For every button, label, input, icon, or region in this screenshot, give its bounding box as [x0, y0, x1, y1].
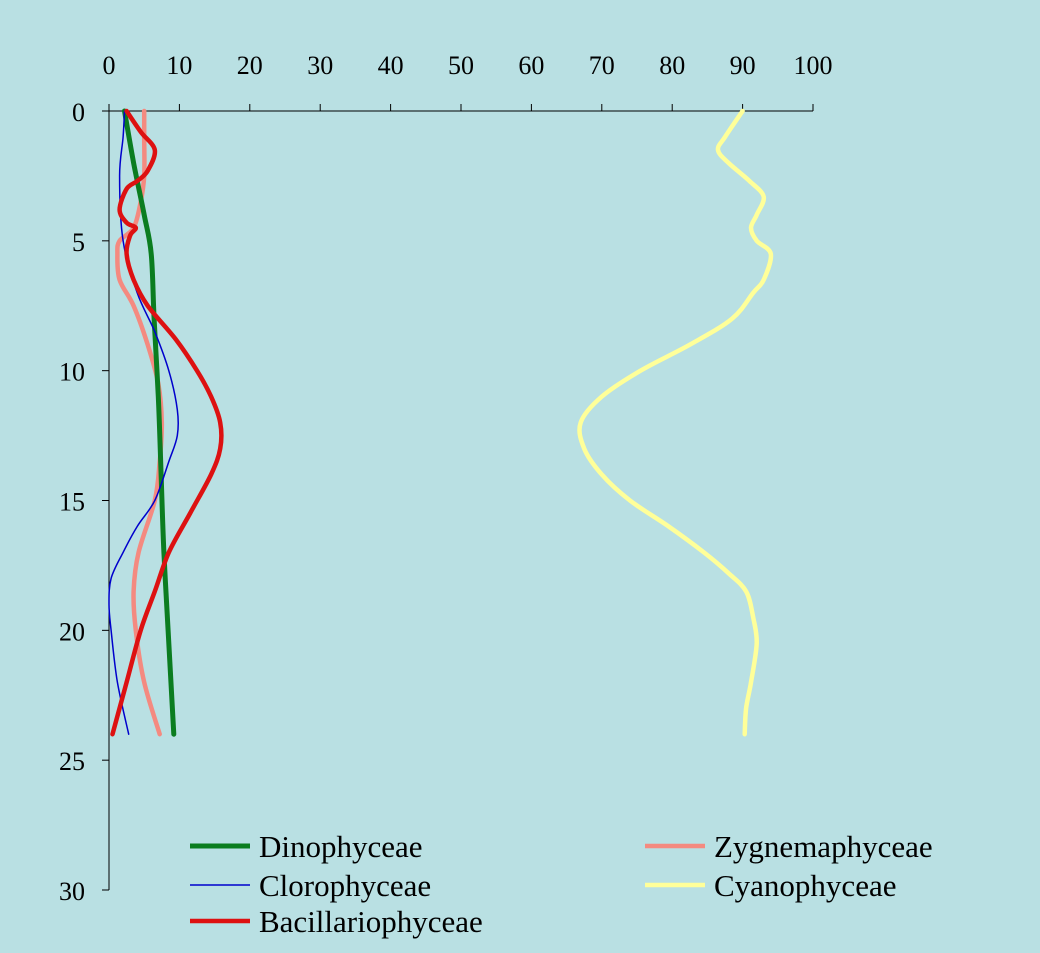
series-line-dinophyceae [122, 108, 177, 737]
legend-label-dinophyceae: Dinophyceae [259, 829, 423, 864]
x-tick-label: 100 [794, 51, 833, 80]
x-tick-label: 60 [518, 51, 544, 80]
y-tick-label: 15 [59, 488, 85, 517]
y-tick-label: 30 [59, 877, 85, 906]
x-tick-label: 70 [589, 51, 615, 80]
x-tick-label: 10 [166, 51, 192, 80]
legend: Dinophyceae ClorophyceaeBacillariophyceae… [190, 829, 933, 939]
series-layer [108, 108, 774, 737]
legend-label-clorophyceae: Clorophyceae [259, 868, 431, 903]
x-tick-label: 80 [659, 51, 685, 80]
x-tick-label: 20 [237, 51, 263, 80]
axes: 0 10 20 30 40 50 60 70 80 90 100 0 5 10 15 20 25 30 [59, 51, 833, 906]
x-tick-label: 90 [730, 51, 756, 80]
y-tick-label: 20 [59, 617, 85, 646]
y-tick-label: 0 [72, 98, 85, 127]
x-tick-label: 0 [103, 51, 116, 80]
x-tick-label: 30 [307, 51, 333, 80]
legend-label-bacillariophyceae: Bacillariophyceae [259, 904, 483, 939]
series-line-cyanophyceae [577, 108, 774, 737]
x-tick-label: 50 [448, 51, 474, 80]
series-line-bacillariophyceae [110, 108, 224, 737]
x-tick-label: 40 [378, 51, 404, 80]
series-line-clorophyceae [108, 110, 180, 735]
y-tick-label: 25 [59, 747, 85, 776]
y-tick-label: 5 [72, 228, 85, 257]
legend-label-cyanophyceae: Cyanophyceae [714, 868, 896, 903]
legend-label-zygnemaphyceae: Zygnemaphyceae [714, 829, 933, 864]
y-tick-label: 10 [59, 358, 85, 387]
